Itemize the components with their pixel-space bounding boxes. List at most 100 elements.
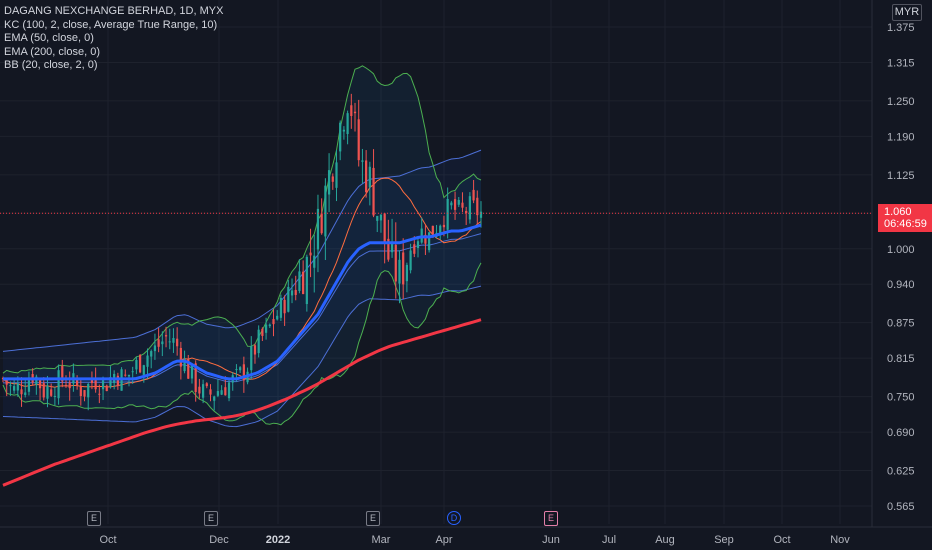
candle-body <box>146 355 149 367</box>
candle-body <box>264 324 268 333</box>
y-tick-label: 0.750 <box>887 392 915 404</box>
candle-body <box>150 351 153 357</box>
candle-body <box>164 335 168 337</box>
currency-badge[interactable]: MYR <box>892 4 922 21</box>
y-tick-label: 1.250 <box>887 96 915 108</box>
candle-body <box>368 166 371 188</box>
y-tick-label: 0.875 <box>887 318 915 330</box>
candle-body <box>79 386 82 397</box>
candle-body <box>290 290 294 296</box>
candle-body <box>205 383 208 387</box>
candle-body <box>183 359 186 372</box>
x-tick-label: Mar <box>372 534 391 546</box>
candle-body <box>90 379 94 384</box>
candle-body <box>268 324 271 327</box>
candle-body <box>239 367 242 371</box>
candle-body <box>190 365 194 379</box>
candle-body <box>35 376 38 385</box>
x-tick-label: Dec <box>209 534 229 546</box>
indicator-ema50[interactable]: EMA (50, close, 0) <box>4 32 94 44</box>
candle-body <box>5 379 8 385</box>
candle-body <box>20 389 23 395</box>
candle-body <box>242 364 245 381</box>
candle-body <box>394 244 397 282</box>
candle-body <box>16 383 19 391</box>
candle-body <box>138 355 142 373</box>
candle-body <box>428 232 431 251</box>
candle-body <box>472 189 475 201</box>
candle-body <box>379 214 383 221</box>
indicator-kc[interactable]: KC (100, 2, close, Average True Range, 1… <box>4 18 218 31</box>
candle-body <box>209 389 212 395</box>
candle-body <box>416 241 420 248</box>
kc-upper-line <box>2 149 482 352</box>
candle-body <box>116 375 119 387</box>
candle-body <box>168 341 171 343</box>
candle-body <box>50 389 53 396</box>
x-tick-label: Jun <box>542 534 560 546</box>
candle-body <box>357 119 360 161</box>
candle-body <box>227 382 231 399</box>
dividend-event-icon[interactable]: D <box>447 511 461 525</box>
candle-body <box>468 196 471 220</box>
candle-body <box>272 319 275 325</box>
symbol-title[interactable]: DAGANG NEXCHANGE BERHAD, 1D, MYX <box>4 5 224 17</box>
candle-body <box>409 250 412 271</box>
candle-body <box>327 170 331 195</box>
kc-lower-line <box>2 285 482 428</box>
candle-body <box>57 370 60 399</box>
candle-body <box>224 387 227 396</box>
indicator-ema200[interactable]: EMA (200, close, 0) <box>4 45 100 58</box>
upcoming-earnings-icon[interactable]: E <box>544 511 558 526</box>
candle-body <box>213 396 216 401</box>
candle-body <box>187 359 190 379</box>
candle-body <box>179 347 182 367</box>
candle-body <box>101 379 105 390</box>
candle-body <box>342 129 346 132</box>
candle-body <box>98 393 101 395</box>
earnings-event-icon[interactable]: E <box>366 511 380 526</box>
bar-countdown: 06:46:59 <box>884 218 927 230</box>
candle-body <box>387 238 390 260</box>
candle-body <box>53 395 56 397</box>
earnings-event-icon[interactable]: E <box>204 511 218 526</box>
candle-body <box>9 385 12 387</box>
candle-body <box>309 252 312 256</box>
bb-band-fill <box>3 65 481 425</box>
candle-body <box>109 377 112 387</box>
y-tick-label: 1.190 <box>887 131 915 143</box>
candle-body <box>405 264 409 282</box>
candle-body <box>331 176 334 182</box>
candle-body <box>402 252 405 285</box>
ema200-line <box>2 318 482 487</box>
candle-body <box>479 211 483 218</box>
candle-body <box>324 185 327 237</box>
y-tick-label: 0.940 <box>887 279 915 291</box>
indicator-bb[interactable]: BB (20, close, 2, 0) <box>4 59 98 71</box>
candle-body <box>431 225 434 238</box>
candle-body <box>94 379 97 390</box>
earnings-event-icon[interactable]: E <box>87 511 101 526</box>
candle-body <box>38 378 42 389</box>
x-tick-label: Jul <box>602 534 616 546</box>
candle-body <box>64 384 68 387</box>
candle-body <box>127 374 131 377</box>
candle-body <box>353 111 357 114</box>
bb-upper-line <box>2 65 482 374</box>
candle-body <box>350 105 353 117</box>
candle-body <box>465 210 468 213</box>
candle-body <box>46 385 49 399</box>
candle-body <box>161 341 164 345</box>
candle-body <box>235 369 238 371</box>
candle-body <box>476 197 479 216</box>
candle-body <box>42 383 45 398</box>
candle-body <box>61 365 64 382</box>
candle-body <box>339 122 342 152</box>
x-tick-label: Nov <box>830 534 850 546</box>
current-price-value: 1.060 <box>884 206 912 218</box>
y-tick-label: 0.815 <box>887 353 915 365</box>
y-tick-label: 1.375 <box>887 22 915 34</box>
chart-legend: DAGANG NEXCHANGE BERHAD, 1D, MYX KC (100… <box>4 5 223 73</box>
candle-body <box>75 379 79 386</box>
